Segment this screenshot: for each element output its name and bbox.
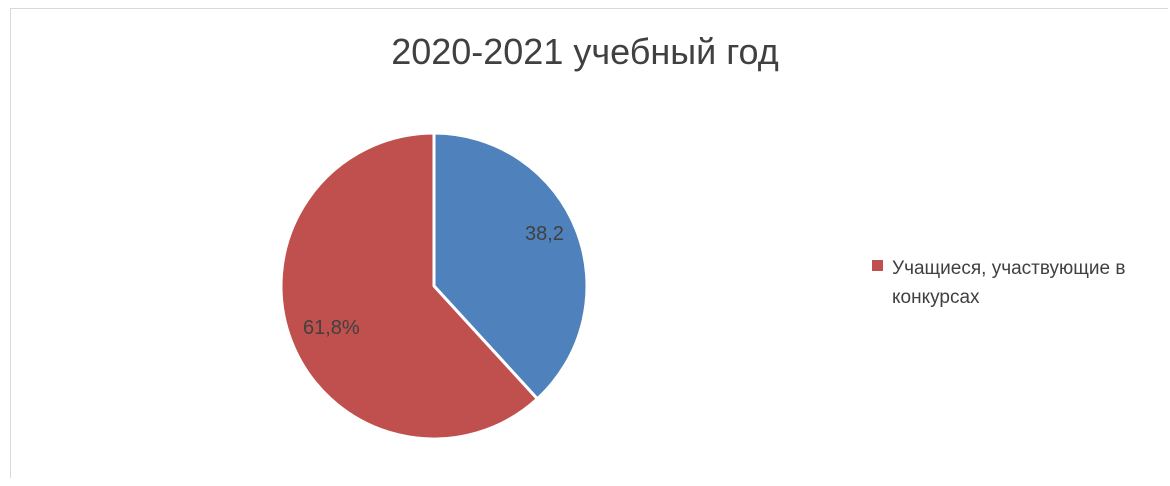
slice-data-label: 61,8% — [303, 317, 360, 339]
pie-slice-red — [279, 131, 539, 441]
legend-item: Учащиеся, участвующие в конкурсах — [872, 254, 1152, 312]
chart-title: 2020-2021 учебный год — [391, 31, 779, 72]
legend: Учащиеся, участвующие в конкурсах — [872, 254, 1152, 312]
slice-data-label: 38,2 — [525, 223, 564, 245]
chart-area — [10, 8, 1168, 478]
legend-label: Учащиеся, участвующие в конкурсах — [892, 258, 1126, 308]
pie-slice-blue — [432, 131, 589, 401]
legend-swatch-red — [872, 260, 883, 271]
